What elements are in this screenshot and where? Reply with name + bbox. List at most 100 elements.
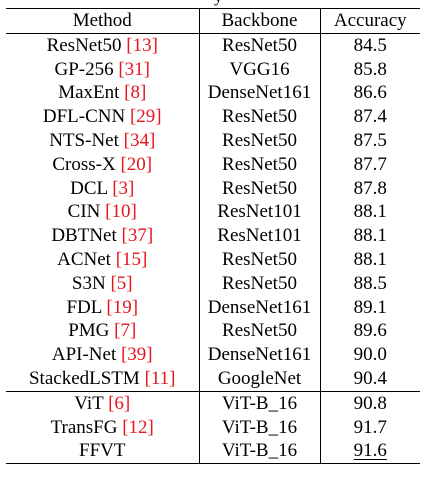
method-cell: PMG [7]: [6, 319, 200, 344]
method-cell: FFVT: [6, 439, 200, 464]
backbone-cell: VGG16: [199, 57, 321, 82]
accuracy-cell: 88.1: [353, 225, 387, 247]
citation-ref[interactable]: [31]: [118, 58, 151, 80]
accuracy-cell: 84.5: [353, 34, 387, 56]
backbone-cell: ResNet50: [199, 176, 321, 201]
table-row: FFVT ViT-B_16 91.6: [6, 439, 420, 464]
citation-ref[interactable]: [7]: [114, 320, 137, 342]
table-row: DBTNet [37] ResNet101 88.1: [6, 224, 420, 248]
method-name: DCL: [70, 177, 108, 199]
table-row: ViT [6] ViT-B_16 90.8: [6, 391, 420, 416]
method-cell: TransFG [12]: [6, 415, 200, 440]
citation-ref[interactable]: [19]: [106, 296, 139, 318]
method-cell: Cross-X [20]: [6, 152, 200, 177]
accuracy-cell: 90.0: [353, 344, 387, 366]
method-name: ViT: [74, 392, 104, 414]
table-row: FDL [19] DenseNet161 89.1: [6, 295, 420, 320]
caption-fragment: y: [214, 0, 223, 6]
method-name: CIN: [67, 201, 101, 223]
backbone-cell: ResNet50: [199, 128, 321, 153]
accuracy-cell: 88.1: [353, 248, 387, 270]
method-name: DFL-CNN: [42, 106, 126, 128]
method-name: ResNet50: [46, 34, 122, 56]
citation-ref[interactable]: [37]: [121, 225, 154, 247]
accuracy-cell: 88.5: [353, 272, 387, 294]
accuracy-cell: 90.4: [353, 367, 387, 389]
accuracy-cell: 87.5: [353, 129, 387, 151]
accuracy-cell: 91.6: [353, 440, 387, 462]
transformer-methods-group: ViT [6] ViT-B_16 90.8 TransFG [12] ViT-B_16 9…: [6, 391, 420, 464]
table-row: S3N [5] ResNet50 88.5: [6, 271, 420, 296]
method-name: S3N: [71, 272, 106, 294]
citation-ref[interactable]: [34]: [123, 129, 156, 151]
accuracy-cell: 85.8: [353, 58, 387, 80]
backbone-cell: DenseNet161: [199, 295, 321, 320]
table-row: DCL [3] ResNet50 87.8: [6, 176, 420, 201]
method-cell: DFL-CNN [29]: [6, 105, 200, 129]
table-row: ACNet [15] ResNet50 88.1: [6, 247, 420, 272]
citation-ref[interactable]: [29]: [129, 106, 162, 128]
clipped-caption: y: [0, 0, 428, 8]
table-row: ResNet50 [13] ResNet50 84.5: [6, 33, 420, 58]
method-name: API-Net: [51, 344, 117, 366]
citation-ref[interactable]: [11]: [144, 367, 176, 389]
citation-ref[interactable]: [5]: [110, 272, 133, 294]
header-backbone: Backbone: [199, 8, 321, 34]
accuracy-cell: 87.4: [353, 106, 387, 128]
citation-ref[interactable]: [13]: [126, 34, 158, 56]
method-name: MaxEnt: [58, 82, 120, 104]
table-row: MaxEnt [8] DenseNet161 86.6: [6, 81, 420, 106]
results-table: Method Backbone Accuracy ResNet50 [13] Re…: [6, 8, 420, 464]
backbone-cell: ResNet101: [199, 200, 321, 225]
method-cell: S3N [5]: [6, 271, 200, 296]
citation-ref[interactable]: [15]: [115, 248, 148, 270]
backbone-cell: ResNet50: [199, 152, 321, 177]
table-row: PMG [7] ResNet50 89.6: [6, 319, 420, 344]
citation-ref[interactable]: [3]: [112, 177, 135, 199]
method-cell: GP-256 [31]: [6, 57, 200, 82]
accuracy-cell: 87.7: [353, 153, 387, 175]
accuracy-cell: 91.7: [353, 416, 387, 438]
table-row: API-Net [39] DenseNet161 90.0: [6, 343, 420, 367]
method-cell: DBTNet [37]: [6, 224, 200, 248]
table-row: CIN [10] ResNet101 88.1: [6, 200, 420, 225]
citation-ref[interactable]: [10]: [105, 201, 137, 223]
prior-methods-group: ResNet50 [13] ResNet50 84.5 GP-256 [31] VGG1…: [6, 33, 420, 392]
accuracy-cell: 88.1: [353, 201, 387, 223]
method-cell: MaxEnt [8]: [6, 81, 200, 106]
method-name: DBTNet: [51, 225, 117, 247]
accuracy-cell: 89.1: [353, 296, 387, 318]
accuracy-cell: 87.8: [353, 177, 387, 199]
citation-ref[interactable]: [6]: [108, 392, 131, 414]
table-row: DFL-CNN [29] ResNet50 87.4: [6, 105, 420, 129]
method-name: PMG: [68, 320, 110, 342]
table-row: TransFG [12] ViT-B_16 91.7: [6, 415, 420, 440]
citation-ref[interactable]: [12]: [122, 416, 154, 438]
citation-ref[interactable]: [39]: [120, 344, 153, 366]
backbone-cell: DenseNet161: [199, 343, 321, 367]
method-name: GP-256: [54, 58, 114, 80]
method-name: NTS-Net: [49, 129, 119, 151]
method-cell: ViT [6]: [6, 391, 200, 416]
backbone-cell: ViT-B_16: [199, 439, 321, 464]
method-cell: ACNet [15]: [6, 247, 200, 272]
table-row: Cross-X [20] ResNet50 87.7: [6, 152, 420, 177]
method-cell: API-Net [39]: [6, 343, 200, 367]
backbone-cell: ResNet50: [199, 33, 321, 58]
backbone-cell: ViT-B_16: [199, 391, 321, 416]
citation-ref[interactable]: [20]: [120, 153, 153, 175]
header-accuracy: Accuracy: [333, 10, 407, 31]
citation-ref[interactable]: [8]: [124, 82, 147, 104]
backbone-cell: ViT-B_16: [199, 415, 321, 440]
method-name: FDL: [66, 296, 102, 318]
method-cell: ResNet50 [13]: [6, 33, 200, 58]
table-row: StackedLSTM [11] GoogleNet 90.4: [6, 366, 420, 392]
backbone-cell: ResNet50: [199, 271, 321, 296]
accuracy-cell: 89.6: [353, 320, 387, 342]
backbone-cell: ResNet50: [199, 319, 321, 344]
method-cell: StackedLSTM [11]: [6, 366, 200, 392]
table-row: NTS-Net [34] ResNet50 87.5: [6, 128, 420, 153]
header-row: Method Backbone Accuracy: [6, 8, 420, 34]
method-cell: NTS-Net [34]: [6, 128, 200, 153]
method-name: TransFG: [50, 416, 118, 438]
